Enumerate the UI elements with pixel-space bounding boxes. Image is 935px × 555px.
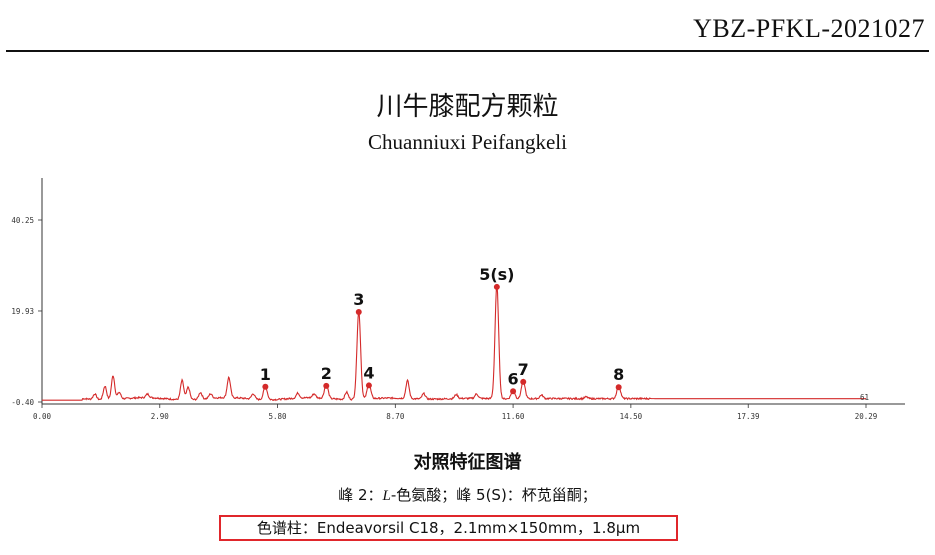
x-tick-label: 14.50: [620, 412, 643, 421]
peak-label: 3: [353, 290, 364, 309]
trace-end-label: 61: [860, 393, 869, 402]
peak-marker: [365, 382, 372, 389]
title-chinese: 川牛膝配方颗粒: [376, 92, 559, 122]
peak-marker: [323, 382, 330, 389]
header-rule: [6, 50, 929, 52]
peak-label: 4: [363, 363, 374, 382]
chromatogram-trace: [42, 285, 866, 402]
peak-note-prefix: 峰 2：: [338, 486, 383, 504]
y-tick-label: 19.93: [11, 307, 34, 316]
peak-note-rest: -色氨酸；峰 5(S)：杯苋甾酮；: [390, 486, 597, 504]
peak-note-italic: L: [382, 488, 391, 504]
peak-label: 2: [321, 364, 332, 383]
x-tick-label: 17.39: [737, 412, 760, 421]
peak-marker: [262, 383, 269, 390]
peak-label: 7: [518, 360, 529, 379]
peak-marker: [355, 309, 362, 316]
figure-caption: 对照特征图谱: [413, 452, 522, 473]
peak-note: 峰 2：L-色氨酸；峰 5(S)：杯苋甾酮；: [0, 484, 935, 505]
peak-marker: [493, 283, 500, 290]
x-tick-label: 20.29: [855, 412, 878, 421]
peak-label: 5(s): [479, 265, 514, 284]
peak-label: 8: [613, 365, 624, 384]
peak-label: 6: [508, 369, 519, 388]
x-tick-label: 11.60: [502, 412, 525, 421]
peak-marker: [510, 388, 517, 395]
peak-marker: [615, 384, 622, 391]
title-pinyin: Chuanniuxi Peifangkeli: [368, 130, 567, 154]
x-tick-label: 8.70: [386, 412, 405, 421]
x-tick-label: 0.00: [33, 412, 52, 421]
document-code: YBZ-PFKL-2021027: [693, 14, 925, 43]
chart-axes: [41, 178, 905, 405]
peak-labels: 1 2 3 4 5(s) 6 7 8: [260, 265, 624, 388]
y-tick-label: -0.40: [11, 398, 34, 407]
x-tick-label: 2.90: [151, 412, 170, 421]
peak-marker: [520, 378, 527, 385]
peak-label: 1: [260, 365, 271, 384]
column-spec-box: 色谱柱：Endeavorsil C18，2.1mm×150mm，1.8μm: [219, 515, 678, 541]
chromatogram-chart: 0.00 2.90 5.80 8.70 11.60 14.50 17.39 20.29 -0.4…: [11, 178, 905, 421]
peak-markers: [262, 283, 622, 395]
x-tick-label: 5.80: [269, 412, 288, 421]
y-tick-label: 40.25: [11, 216, 34, 225]
chart-ticks: 0.00 2.90 5.80 8.70 11.60 14.50 17.39 20.29 -0.4…: [11, 216, 877, 421]
